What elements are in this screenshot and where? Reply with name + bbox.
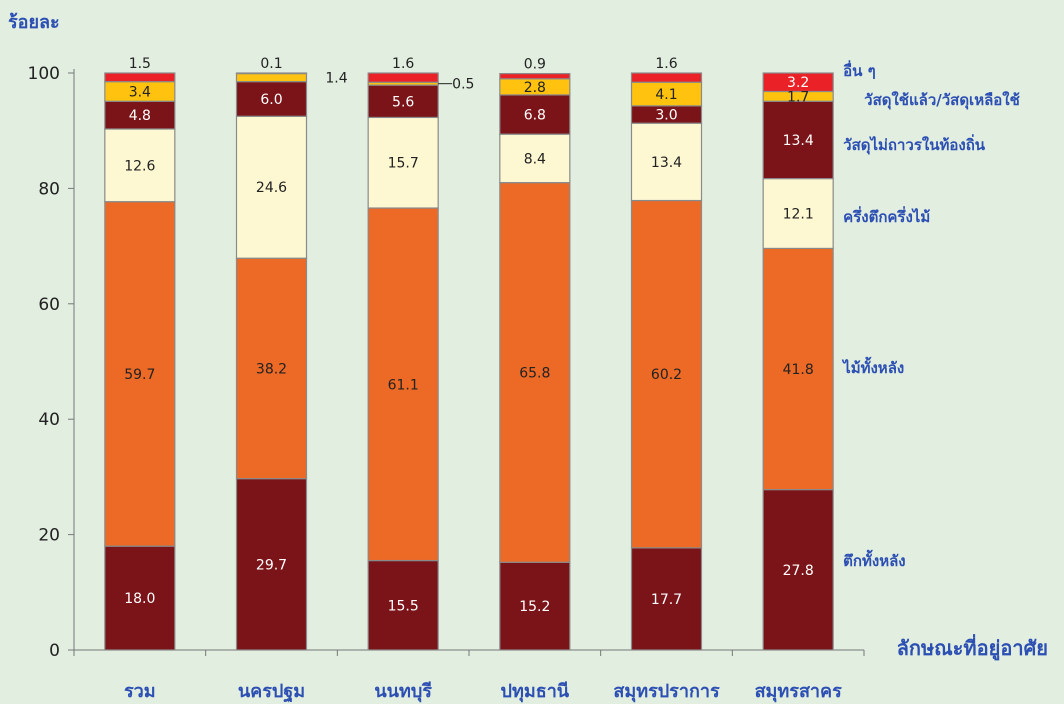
legend-label: ตึกทั้งหลัง [843, 549, 905, 570]
data-label: 24.6 [256, 180, 287, 196]
legend-label: อื่น ๆ [843, 60, 876, 80]
bar-segment [104, 201, 176, 547]
data-label: 1.6 [655, 56, 677, 72]
data-label: 13.4 [783, 133, 814, 149]
bar-segment [762, 100, 834, 180]
y-tick-label: 80 [38, 179, 60, 199]
bar-segment [499, 182, 571, 563]
y-tick-label: 20 [38, 526, 60, 546]
data-label: 3.0 [655, 108, 677, 124]
data-label: 4.8 [129, 108, 151, 124]
data-label: 3.4 [129, 84, 151, 100]
data-label: 27.8 [783, 563, 814, 579]
x-category-label: ปทุมธานี [501, 681, 570, 703]
data-label: 41.8 [783, 362, 814, 378]
value-labels-group: 18.0 59.7 12.6 4.8 3.4 1.5 29.7 38.2 24.6 6.0 1.4 0… [124, 56, 814, 615]
data-label: 4.1 [655, 87, 677, 103]
legend-label: ไม้ทั้งหลัง [841, 356, 904, 377]
legend-label: วัสดุใช้แล้ว/วัสดุเหลือใช้ [864, 91, 1020, 110]
legend-label: ครึ่งตึกครึ่งไม้ [843, 206, 930, 226]
bar-segment [367, 207, 439, 562]
data-label: 6.8 [524, 108, 546, 124]
data-label: 60.2 [651, 367, 682, 383]
data-label: 3.2 [787, 75, 809, 91]
bar-segment [367, 559, 439, 651]
y-tick-label: 100 [28, 64, 60, 84]
axes: 0 20 40 60 80 100 รวม นครปฐม นนทบุรี ปทุมธานี สมุท… [28, 64, 865, 703]
data-label: 18.0 [124, 591, 155, 607]
bar-segment [235, 72, 308, 75]
y-tick-label: 60 [38, 295, 60, 315]
data-label: 1.6 [392, 56, 414, 72]
bar-segment [235, 257, 308, 480]
bar-segment [367, 84, 439, 119]
bar-segment [104, 545, 176, 651]
bar-segment [499, 72, 571, 80]
data-label: 12.1 [783, 206, 814, 222]
bar-segment [630, 72, 703, 83]
data-label: 1.7 [787, 89, 809, 105]
data-label: 6.0 [260, 92, 282, 108]
bars-group [104, 72, 834, 651]
x-category-label: สมุทรปราการ [613, 681, 720, 703]
bar-segment [367, 72, 439, 83]
x-category-label: นนทบุรี [374, 681, 432, 703]
bar-segment [499, 94, 571, 135]
y-tick-label: 0 [49, 641, 60, 661]
data-label: 2.8 [524, 80, 546, 96]
bar-segment [367, 116, 439, 209]
data-label: 12.6 [124, 158, 155, 174]
data-label: 29.7 [256, 557, 287, 573]
data-label: 0.1 [260, 56, 282, 72]
bar-segment [630, 547, 703, 651]
x-category-label: นครปฐม [238, 681, 305, 703]
x-category-label: รวม [124, 681, 156, 702]
bar-segment [235, 115, 308, 259]
x-category-label: สมุทรสาคร [755, 681, 843, 703]
data-label: 0.9 [524, 57, 546, 73]
data-label: 15.5 [388, 598, 419, 614]
data-label: 8.4 [524, 151, 546, 167]
data-label: 0.5 [452, 77, 474, 93]
bar-segment [235, 478, 308, 651]
bar-segment [104, 128, 176, 203]
bar-segment [104, 72, 176, 83]
legend-group: ตึกทั้งหลัง ไม้ทั้งหลัง ครึ่งตึกครึ่งไม้ วั… [841, 60, 1020, 570]
data-label: 13.4 [651, 155, 682, 171]
data-label: 59.7 [124, 367, 155, 383]
x-axis-title: ลักษณะที่อยู่อาศัย [897, 633, 1048, 662]
data-label: 38.2 [256, 361, 287, 377]
bar-segment [762, 488, 834, 651]
y-axis-title: ร้อยละ [8, 12, 60, 33]
bar-segment [499, 561, 571, 651]
data-label: 5.6 [392, 94, 414, 110]
bar-segment [630, 199, 703, 549]
data-label: 1.5 [129, 56, 151, 72]
data-label: 1.4 [325, 71, 347, 87]
data-label: 61.1 [388, 377, 419, 393]
bar-segment [235, 72, 308, 83]
bar-segment [235, 81, 308, 117]
data-label: 15.2 [519, 599, 550, 615]
bar-segment [762, 72, 834, 93]
legend-label: วัสดุไม่ถาวรในท้องถิ่น [843, 134, 986, 155]
y-tick-label: 40 [38, 410, 60, 430]
data-label: 15.7 [388, 156, 419, 172]
data-label: 17.7 [651, 592, 682, 608]
data-label: 65.8 [519, 365, 550, 381]
